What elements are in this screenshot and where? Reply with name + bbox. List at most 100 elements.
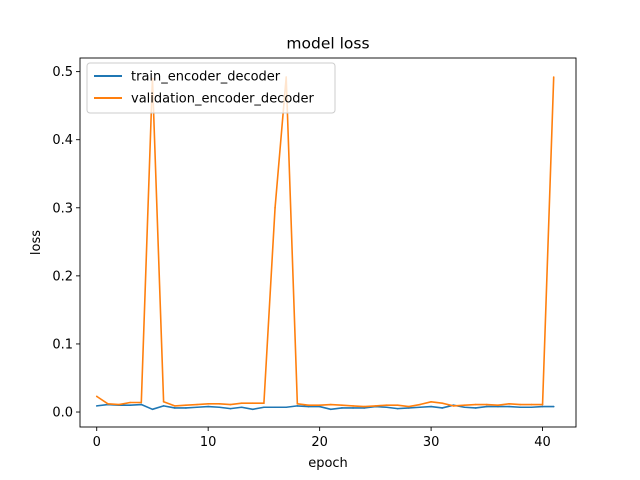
data-point [508,403,510,405]
y-tick-label: 0.4 [52,133,73,148]
data-point [329,403,332,406]
data-point [552,405,555,408]
data-point [229,403,232,406]
legend-label-train: train_encoder_decoder [131,70,281,85]
data-point [541,403,544,406]
data-point [274,406,276,409]
data-point [441,407,444,409]
data-point [419,403,421,406]
data-point [329,408,332,411]
data-point [352,405,354,407]
data-point [196,406,198,409]
y-axis-label: loss [29,230,44,255]
data-point [374,405,377,407]
data-point [363,407,366,409]
data-point [341,404,343,407]
data-point [185,407,187,409]
data-point [307,404,310,407]
data-point [318,405,321,408]
data-point [151,408,154,411]
data-point [508,405,510,408]
data-point [229,407,232,410]
data-point [240,402,243,404]
data-point [274,206,276,209]
y-tick-label: 0.5 [52,65,73,80]
data-point [430,401,432,403]
y-tick-label: 0.3 [52,201,73,216]
x-tick-label: 40 [534,435,551,450]
data-point [341,407,343,409]
data-point [251,402,254,404]
data-point [519,406,522,409]
data-point [140,401,143,404]
x-axis-ticks: 0 10 20 30 40 [93,427,551,450]
data-point [95,395,98,398]
data-point [218,403,221,405]
legend: train_encoder_decoder validation_encoder… [86,62,336,114]
series-line-train [96,403,554,411]
data-point [263,406,265,409]
x-tick-label: 10 [200,435,217,450]
legend-box [86,62,336,114]
y-tick-label: 0.1 [52,337,73,352]
data-point [285,406,288,409]
data-point [552,76,555,78]
x-tick-label: 30 [423,435,440,450]
y-axis-ticks: 0.0 0.1 0.2 0.3 0.4 0.5 [52,65,80,421]
data-point [118,403,120,406]
data-point [385,404,388,407]
data-point [530,403,533,406]
series-layer [95,76,555,411]
chart-title: model loss [286,35,369,53]
data-point [207,403,209,405]
data-point [296,403,299,405]
legend-label-validation: validation_encoder_decoder [131,92,315,107]
data-point [207,405,209,408]
x-axis-label: epoch [308,456,348,471]
axes-layer [79,57,577,428]
data-point [296,405,299,407]
data-point [486,403,488,406]
data-point [185,404,187,407]
series-line-validation [96,76,555,408]
x-tick-label: 0 [93,435,101,450]
data-point [240,406,243,409]
data-point [140,403,143,406]
data-point [352,407,354,409]
data-point [408,407,410,409]
data-point [441,402,444,404]
data-point [452,405,455,407]
data-point [474,407,477,409]
data-point [173,405,176,407]
plot-frame [79,57,577,428]
data-point [251,408,254,411]
data-point [162,401,165,403]
data-point [519,403,522,406]
data-point [396,407,399,410]
data-point [530,406,533,409]
x-tick-label: 20 [311,435,328,450]
data-point [173,407,176,409]
data-point [463,406,466,409]
data-point [129,401,131,404]
data-point [363,405,366,408]
data-point [396,404,399,407]
data-point [419,406,421,409]
data-point [408,405,410,408]
data-point [263,402,265,404]
y-tick-label: 0.2 [52,269,73,284]
data-point [486,405,488,408]
data-point [463,404,466,407]
data-point [318,404,321,407]
data-point [107,403,109,405]
data-point [95,405,98,407]
data-point [474,403,477,406]
data-point [162,405,165,407]
data-point [385,406,388,409]
data-point [196,403,198,406]
data-point [497,405,499,408]
y-tick-label: 0.0 [52,406,73,421]
data-point [218,406,221,409]
data-point [541,405,544,408]
